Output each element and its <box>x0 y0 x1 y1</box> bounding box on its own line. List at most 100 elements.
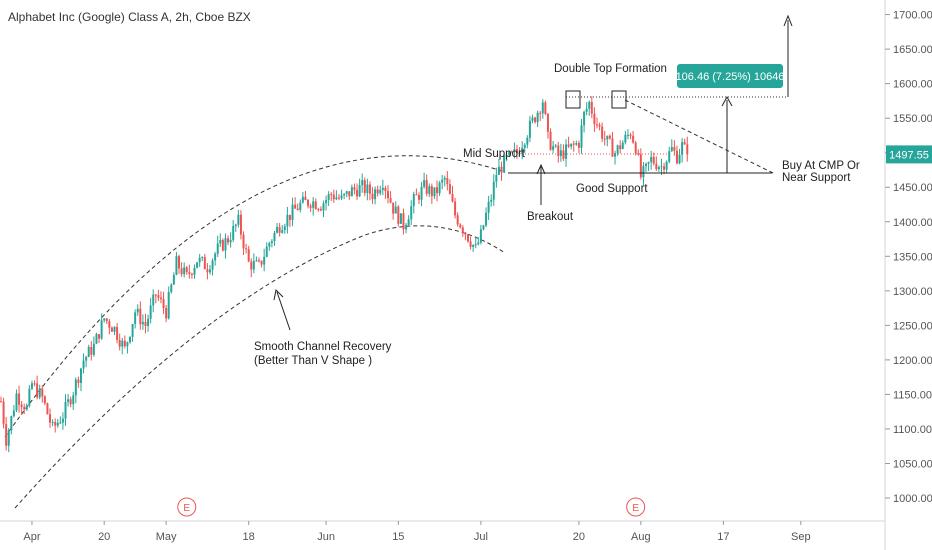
candle-body <box>121 340 124 347</box>
double-top-box-right <box>611 90 627 109</box>
candle-body <box>549 131 552 150</box>
candle-body <box>61 418 64 423</box>
candle-body <box>299 202 302 210</box>
candle-body <box>405 224 408 230</box>
recovery-label-line2: (Better Than V Shape ) <box>254 355 372 367</box>
candle-body <box>482 225 485 230</box>
candle-body <box>129 336 131 343</box>
candle-body <box>663 166 666 170</box>
x-tick-label: 17 <box>717 531 729 543</box>
candle-body <box>245 248 248 250</box>
candle-body <box>273 232 276 242</box>
candle-body <box>64 401 67 419</box>
candle-body <box>87 346 90 357</box>
candle-body <box>469 241 472 247</box>
candle-body <box>250 261 253 270</box>
candle-body <box>67 399 70 402</box>
x-axis[interactable]: Apr 20 May 18 Jun 15 Jul 20 Aug 17 Sep <box>23 521 811 543</box>
candle-body <box>178 256 181 269</box>
candle-body <box>443 178 446 180</box>
candle-body <box>54 422 57 426</box>
y-tick-label: 1450.00 <box>893 182 932 194</box>
candle-body <box>147 318 150 326</box>
candle-body <box>330 194 333 196</box>
candle-body <box>376 189 379 194</box>
candle-body <box>518 153 521 155</box>
chart-title: Alphabet Inc (Google) Class A, 2h, Cboe … <box>8 10 251 24</box>
y-tick-label: 1200.00 <box>893 355 932 367</box>
candle-body <box>348 191 351 197</box>
candle-body <box>167 292 170 319</box>
earnings-marker[interactable] <box>177 497 197 517</box>
earnings-marker[interactable] <box>626 497 646 517</box>
measurement-badge-text: 106.46 (7.25%) 10646 <box>676 71 785 83</box>
candle-body <box>603 138 606 140</box>
candle-body <box>531 117 534 121</box>
candle-body <box>211 260 214 270</box>
candle-body <box>232 225 235 240</box>
candle-body <box>239 214 242 235</box>
candle-body <box>686 144 689 155</box>
candle-body <box>116 326 119 340</box>
candle-body <box>206 269 209 273</box>
candle-body <box>201 257 204 259</box>
candle-body <box>317 209 320 211</box>
candle-body <box>18 393 21 405</box>
x-tick-label: Apr <box>23 531 40 543</box>
candle-body <box>371 193 374 200</box>
candle-body <box>673 147 676 151</box>
candle-body <box>526 137 529 145</box>
candle-body <box>193 267 196 275</box>
candle-body <box>521 147 524 154</box>
x-tick-label: 20 <box>98 531 110 543</box>
candle-body <box>141 321 144 325</box>
candle-body <box>647 162 650 164</box>
candle-body <box>255 260 258 262</box>
x-tick-label: 15 <box>392 531 404 543</box>
candle-body <box>670 147 673 152</box>
candle-body <box>2 401 5 425</box>
candle-body <box>110 327 113 332</box>
candle-body <box>552 146 555 150</box>
candle-body <box>562 150 565 159</box>
candle-body <box>606 135 609 140</box>
x-tick-label: Sep <box>791 531 811 543</box>
candle-body <box>188 271 191 274</box>
candle-body <box>554 145 557 147</box>
candle-body <box>410 206 413 220</box>
candle-body <box>598 124 601 127</box>
candle-body <box>15 393 18 411</box>
candle-body <box>12 410 15 417</box>
candle-body <box>655 163 658 170</box>
candle-body <box>466 234 469 242</box>
candle-body <box>185 267 188 272</box>
candle-body <box>541 102 544 114</box>
candle-body <box>593 113 596 125</box>
candle-body <box>546 113 549 132</box>
candle-body <box>544 102 547 114</box>
candle-body <box>577 143 580 148</box>
candle-body <box>227 238 230 243</box>
candle-body <box>621 142 624 149</box>
candle-body <box>425 180 428 194</box>
candle-body <box>92 343 95 355</box>
candle-body <box>77 379 80 383</box>
candle-body <box>650 156 653 163</box>
candle-body <box>565 144 568 159</box>
y-axis[interactable]: 1000.00 1050.00 1100.00 1150.00 1200.00 1250.… <box>885 10 932 505</box>
candle-body <box>474 244 477 246</box>
candle-body <box>268 243 271 247</box>
candle-body <box>165 308 168 319</box>
candle-body <box>585 108 588 112</box>
y-tick-label: 1150.00 <box>893 389 932 401</box>
candle-body <box>665 161 668 170</box>
candle-body <box>345 191 348 194</box>
earnings-marker-label: E <box>632 503 639 514</box>
x-tick-label: May <box>156 531 177 543</box>
y-tick-label: 1300.00 <box>893 286 932 298</box>
candle-body <box>23 407 26 410</box>
candle-body <box>523 144 526 148</box>
candle-body <box>495 174 498 182</box>
candle-body <box>678 154 681 164</box>
